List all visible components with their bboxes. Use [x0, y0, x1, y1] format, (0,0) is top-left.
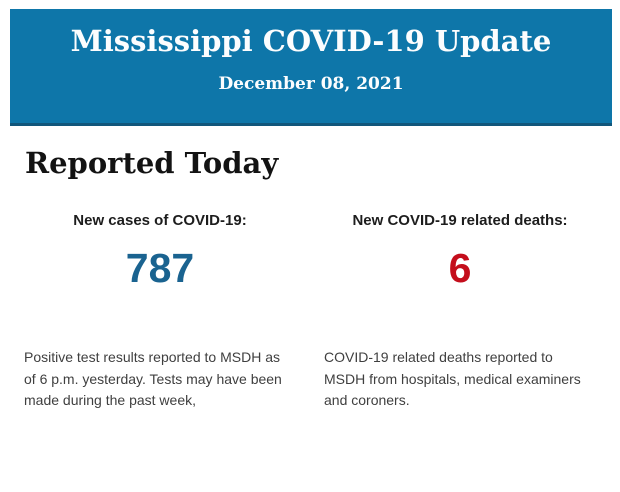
stat-description-line: made during the past week, [24, 392, 196, 408]
stat-description-line: Positive test results reported to MSDH a… [24, 349, 280, 365]
stat-description-line: of 6 p.m. yesterday. Tests may have been [24, 370, 282, 387]
stat-value-new-cases: 787 [125, 245, 195, 291]
stat-description-line: and coroners. [324, 392, 410, 408]
stat-card-new-deaths: New COVID-19 related deaths: 6 COVID-19 … [310, 212, 610, 412]
stat-description-line: MSDH from hospitals, medical examiners [324, 370, 581, 387]
stat-description-line: COVID-19 related deaths reported to [324, 349, 553, 365]
stat-card-new-cases: New cases of COVID-19: 787 Positive test… [10, 212, 310, 412]
stat-label-new-deaths: New COVID-19 related deaths: [352, 212, 568, 229]
stat-value-new-deaths: 6 [448, 245, 472, 291]
header-date: December 08, 2021 [218, 74, 404, 94]
stat-description-new-deaths: COVID-19 related deaths reported to MSDH… [324, 347, 596, 412]
stat-description-new-cases: Positive test results reported to MSDH a… [24, 347, 296, 412]
header-banner: Mississippi COVID-19 Update December 08,… [10, 9, 612, 126]
page-title: Mississippi COVID-19 Update [70, 24, 552, 58]
stats-row: New cases of COVID-19: 787 Positive test… [10, 212, 610, 412]
section-heading: Reported Today [25, 146, 279, 180]
stat-label-new-cases: New cases of COVID-19: [73, 212, 247, 229]
